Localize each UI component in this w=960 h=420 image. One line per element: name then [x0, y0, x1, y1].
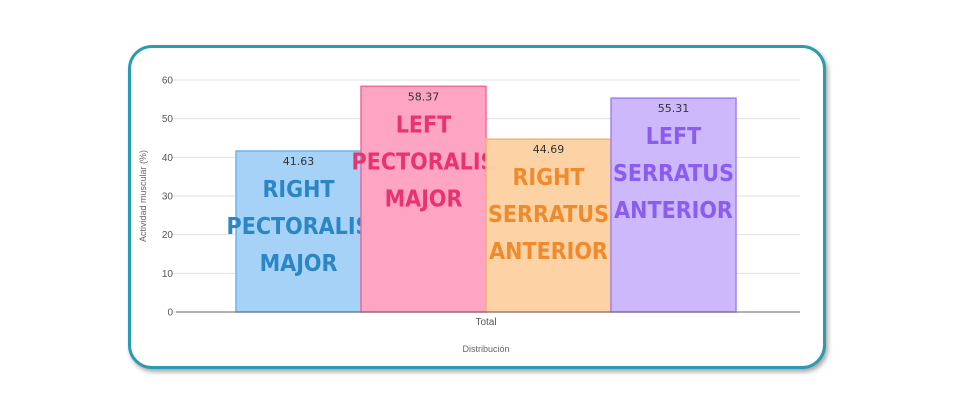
data-label: 58.37	[408, 90, 440, 103]
bar-name-label: ANTERIOR	[489, 239, 608, 265]
y-tick-label: 40	[162, 153, 174, 164]
data-label: 44.69	[533, 143, 565, 156]
y-tick-label: 30	[162, 192, 174, 203]
y-tick-label: 50	[162, 114, 174, 125]
data-label: 41.63	[283, 155, 315, 168]
bar-name-label: RIGHT	[262, 177, 334, 203]
bar-name-label: MAJOR	[260, 251, 338, 277]
bar-name-label: SERRATUS	[613, 161, 734, 187]
bar-name-label: LEFT	[396, 112, 452, 138]
bar	[610, 97, 737, 313]
y-tick-labels: 0 10 20 30 40 50 60	[162, 76, 174, 319]
y-tick-label: 20	[162, 230, 174, 241]
bar	[360, 85, 487, 313]
x-axis-title: Distribución	[462, 344, 509, 354]
x-tick-label: Total	[475, 317, 496, 328]
bar-name-label: LEFT	[646, 124, 702, 150]
data-label: 55.31	[658, 102, 690, 115]
bar-name-label: ANTERIOR	[614, 198, 733, 224]
bar-name-label: PECTORALIS	[352, 149, 496, 175]
y-tick-label: 10	[162, 269, 174, 280]
y-tick-label: 60	[162, 76, 174, 87]
bar-name-label: RIGHT	[512, 165, 584, 191]
y-axis-title: Actividad muscular (%)	[138, 150, 148, 242]
bar	[235, 150, 362, 313]
bar-name-label: MAJOR	[385, 186, 463, 212]
bar-name-label: SERRATUS	[488, 202, 609, 228]
y-tick-label: 0	[167, 308, 173, 319]
bar-name-label: PECTORALIS	[227, 214, 371, 240]
bars: 41.63 RIGHT PECTORALIS MAJOR 58.37 LEFT PECTOR…	[227, 85, 737, 313]
